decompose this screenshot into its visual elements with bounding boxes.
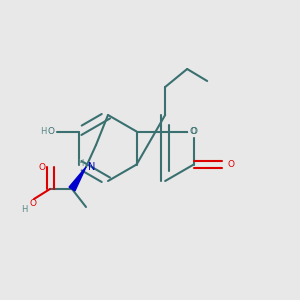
Text: O: O [189, 127, 196, 136]
Text: O: O [48, 127, 55, 136]
Text: H: H [21, 206, 27, 214]
Circle shape [189, 127, 199, 136]
Text: H: H [40, 127, 46, 136]
Text: O: O [38, 163, 46, 172]
Text: N: N [88, 162, 95, 172]
Text: O: O [227, 160, 234, 169]
Polygon shape [69, 167, 86, 191]
Text: O: O [190, 127, 197, 136]
Text: H: H [78, 160, 84, 169]
Text: O: O [29, 199, 37, 208]
